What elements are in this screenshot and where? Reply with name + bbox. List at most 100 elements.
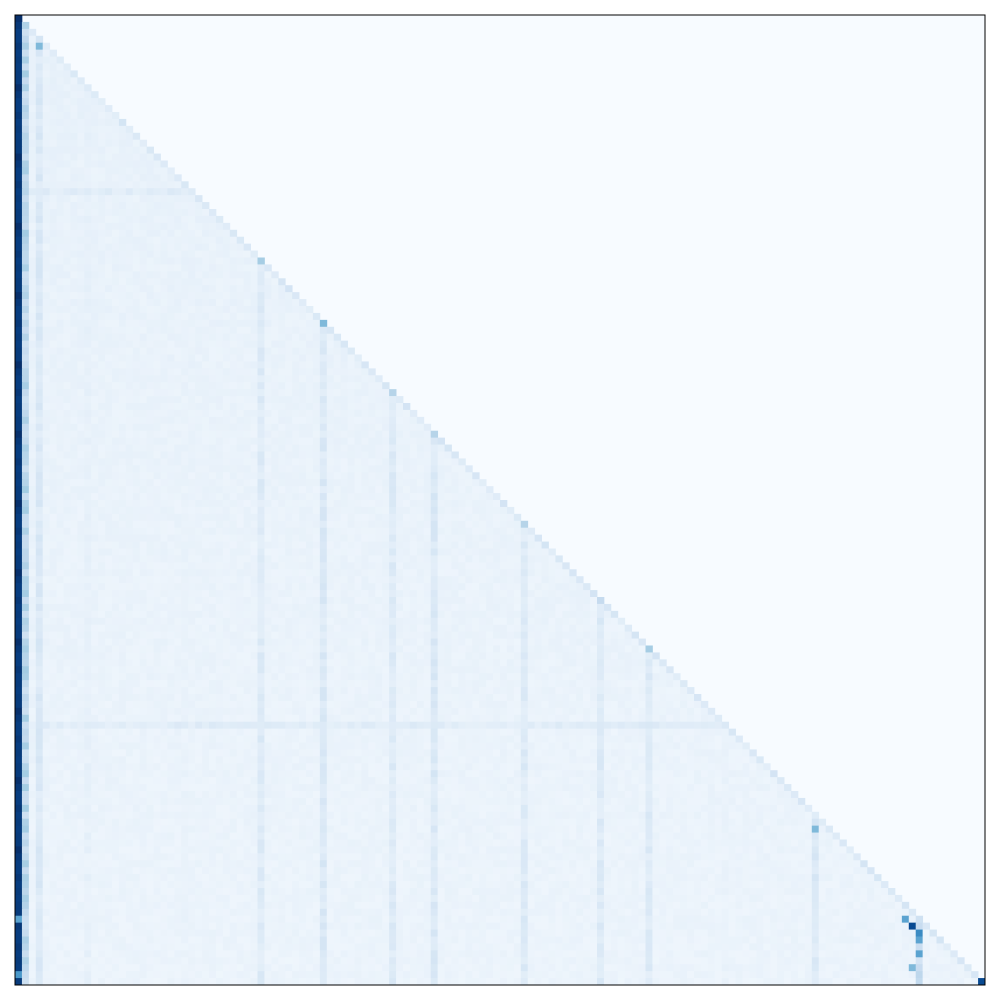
heatmap-cell (465, 590, 473, 598)
heatmap-cell (105, 195, 113, 203)
heatmap-cell (264, 437, 272, 445)
heatmap-cell (188, 333, 196, 342)
heatmap-cell (35, 340, 44, 348)
heatmap-cell (125, 333, 134, 342)
heatmap-cell (382, 500, 390, 508)
heatmap-cell (28, 603, 37, 612)
heatmap-cell (98, 202, 106, 210)
heatmap-cell (541, 562, 549, 570)
heatmap-cell (112, 506, 120, 515)
heatmap-cell (63, 659, 71, 667)
heatmap-cell (285, 416, 293, 425)
heatmap-cell (347, 347, 355, 355)
heatmap-cell (423, 631, 432, 639)
heatmap-cell (77, 132, 85, 141)
heatmap-cell (257, 257, 265, 265)
heatmap-cell (105, 389, 113, 397)
heatmap-cell (222, 541, 231, 549)
heatmap-cell (312, 617, 321, 626)
heatmap-cell (70, 132, 78, 141)
heatmap-cell (222, 631, 231, 639)
heatmap-cell (167, 340, 175, 348)
heatmap-cell (513, 548, 522, 556)
heatmap-cell (15, 91, 23, 99)
heatmap-cell (28, 28, 37, 37)
heatmap-cell (597, 597, 605, 605)
heatmap-cell (326, 451, 335, 459)
heatmap-cell (35, 278, 44, 286)
heatmap-cell (42, 188, 51, 196)
heatmap-cell (257, 430, 265, 439)
heatmap-cell (403, 610, 411, 619)
heatmap-cell (132, 306, 141, 314)
heatmap-cell (202, 659, 210, 667)
heatmap-cell (28, 209, 37, 217)
heatmap-cell (15, 375, 23, 383)
heatmap-cell (340, 458, 348, 466)
heatmap-cell (146, 306, 154, 314)
heatmap-cell (28, 257, 37, 265)
heatmap-cell (49, 666, 57, 674)
heatmap-cell (541, 590, 549, 598)
heatmap-cell (112, 659, 120, 667)
heatmap-cell (513, 680, 522, 688)
heatmap-cell (548, 610, 556, 619)
heatmap-cell (423, 597, 432, 605)
heatmap-cell (368, 631, 376, 639)
heatmap-cell (98, 583, 106, 591)
heatmap-cell (139, 465, 148, 473)
heatmap-cell (174, 340, 182, 348)
heatmap-cell (98, 493, 106, 501)
heatmap-cell (70, 333, 78, 342)
heatmap-cell (465, 493, 473, 501)
heatmap-cell (112, 361, 120, 369)
heatmap-cell (264, 347, 272, 355)
heatmap-cell (271, 347, 279, 355)
heatmap-cell (167, 506, 175, 515)
heatmap-cell (125, 465, 134, 473)
heatmap-cell (202, 292, 210, 300)
heatmap-cell (118, 229, 127, 238)
heatmap-cell (202, 673, 210, 681)
heatmap-cell (437, 624, 445, 633)
heatmap-cell (403, 486, 411, 494)
heatmap-cell (146, 673, 154, 681)
heatmap-cell (63, 209, 71, 217)
heatmap-cell (42, 292, 51, 300)
heatmap-cell (139, 285, 148, 293)
heatmap-cell (188, 215, 196, 224)
heatmap-cell (396, 527, 404, 536)
heatmap-cell (98, 132, 106, 141)
heatmap-cell (49, 333, 57, 342)
heatmap-cell (326, 527, 335, 536)
heatmap-cell (105, 278, 113, 286)
heatmap-cell (84, 167, 92, 175)
heatmap-cell (423, 437, 432, 445)
heatmap-cell (354, 479, 362, 487)
heatmap-cell (195, 340, 203, 348)
heatmap-cell (118, 139, 127, 148)
heatmap-cell (423, 555, 432, 563)
heatmap-cell (257, 513, 265, 522)
heatmap-cell (610, 638, 619, 646)
heatmap-cell (278, 389, 286, 397)
heatmap-cell (181, 617, 189, 626)
heatmap-cell (493, 555, 501, 563)
heatmap-cell (105, 188, 113, 196)
heatmap-cell (91, 375, 99, 383)
heatmap-cell (250, 666, 258, 674)
heatmap-cell (368, 437, 376, 445)
heatmap-cell (451, 486, 459, 494)
heatmap-cell (188, 583, 196, 591)
heatmap-cell (28, 153, 37, 161)
heatmap-cell (229, 645, 238, 653)
heatmap-cell (354, 590, 362, 598)
heatmap-cell (215, 326, 224, 335)
heatmap-cell (174, 486, 182, 494)
heatmap-cell (423, 562, 432, 570)
heatmap-cell (35, 513, 44, 522)
heatmap-cell (63, 382, 71, 390)
heatmap-cell (63, 694, 71, 702)
heatmap-cell (299, 409, 307, 418)
heatmap-cell (465, 569, 473, 577)
